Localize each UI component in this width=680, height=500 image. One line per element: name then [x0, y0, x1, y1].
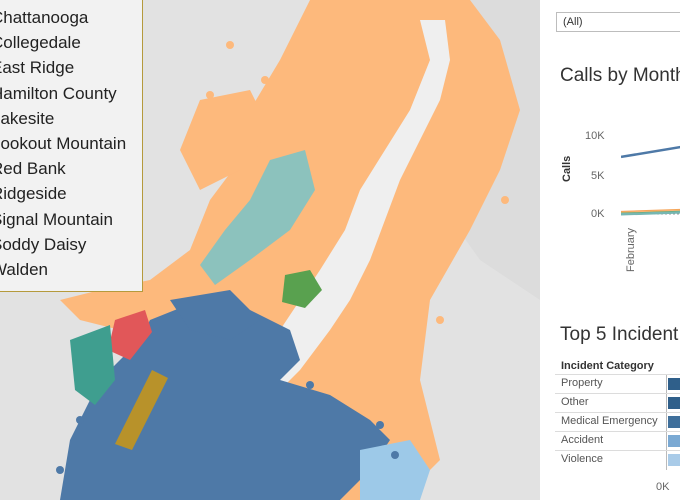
region-collegedale[interactable] [115, 370, 168, 450]
bar-axis-line [666, 374, 667, 470]
map-canvas[interactable] [0, 0, 540, 500]
category-bar[interactable] [668, 435, 680, 447]
category-label: Accident [561, 434, 604, 446]
legend-item-lookout-mountain[interactable]: Lookout Mountain [0, 133, 127, 153]
ytick-10k: 10K [585, 130, 605, 142]
region-chattanooga[interactable] [60, 300, 390, 500]
incident-map[interactable]: Chattanooga Collegedale East Ridge Hamil… [0, 0, 540, 500]
category-label: Property [561, 377, 603, 389]
region-signal-mountain[interactable] [200, 150, 315, 285]
map-legend: Chattanooga Collegedale East Ridge Hamil… [0, 0, 143, 292]
dashboard-side-panel: (All) Calls by Month Calls 10K 5K 0K Feb… [541, 0, 680, 500]
xtick-february: February [625, 227, 637, 272]
category-row[interactable]: Violence [555, 450, 680, 469]
line-chart-title: Calls by Month [560, 65, 680, 86]
legend-item-lakesite[interactable]: Lakesite [0, 108, 55, 128]
bar-chart-title: Top 5 Incident [560, 324, 679, 345]
ytick-5k: 5K [591, 170, 605, 182]
legend-item-hamilton-county[interactable]: Hamilton County [0, 83, 117, 103]
filter-dropdown[interactable]: (All) [556, 12, 680, 32]
category-header: Incident Category [561, 360, 654, 372]
category-bar[interactable] [668, 454, 680, 466]
category-label: Violence [561, 453, 603, 465]
line-series[interactable] [621, 145, 680, 159]
legend-item-signal-mountain[interactable]: Signal Mountain [0, 209, 113, 229]
category-bar[interactable] [668, 397, 680, 409]
category-bar[interactable] [668, 378, 680, 390]
line-chart-ylabel: Calls [561, 155, 573, 182]
legend-item-soddy-daisy[interactable]: Soddy Daisy [0, 234, 87, 254]
bar-axis-tick: 0K [656, 481, 670, 493]
category-label: Other [561, 396, 589, 408]
hamilton-county-points [91, 26, 509, 324]
region-lakesite[interactable] [282, 270, 322, 308]
line-series[interactable] [621, 211, 680, 216]
region-hamilton-county-north[interactable] [180, 90, 270, 190]
legend-item-ridgeside[interactable]: Ridgeside [0, 184, 67, 204]
category-bar[interactable] [668, 416, 680, 428]
region-red-bank[interactable] [360, 440, 430, 500]
legend-item-east-ridge[interactable]: East Ridge [0, 58, 75, 78]
region-east-ridge[interactable] [108, 310, 152, 360]
line-chart-plot[interactable] [621, 120, 680, 220]
category-row[interactable]: Other [555, 393, 680, 412]
category-row[interactable]: Property [555, 374, 680, 393]
category-label: Medical Emergency [561, 415, 658, 427]
region-chattanooga-north[interactable] [170, 290, 260, 340]
category-row[interactable]: Accident [555, 431, 680, 450]
legend-item-walden[interactable]: Walden [0, 259, 49, 279]
region-lookout-mountain[interactable] [70, 325, 115, 405]
chattanooga-points [56, 381, 399, 474]
legend-item-collegedale[interactable]: Collegedale [0, 33, 81, 53]
category-row[interactable]: Medical Emergency [555, 412, 680, 431]
legend-item-chattanooga[interactable]: Chattanooga [0, 8, 89, 27]
ytick-0k: 0K [591, 208, 605, 220]
legend-item-red-bank[interactable]: Red Bank [0, 159, 66, 179]
